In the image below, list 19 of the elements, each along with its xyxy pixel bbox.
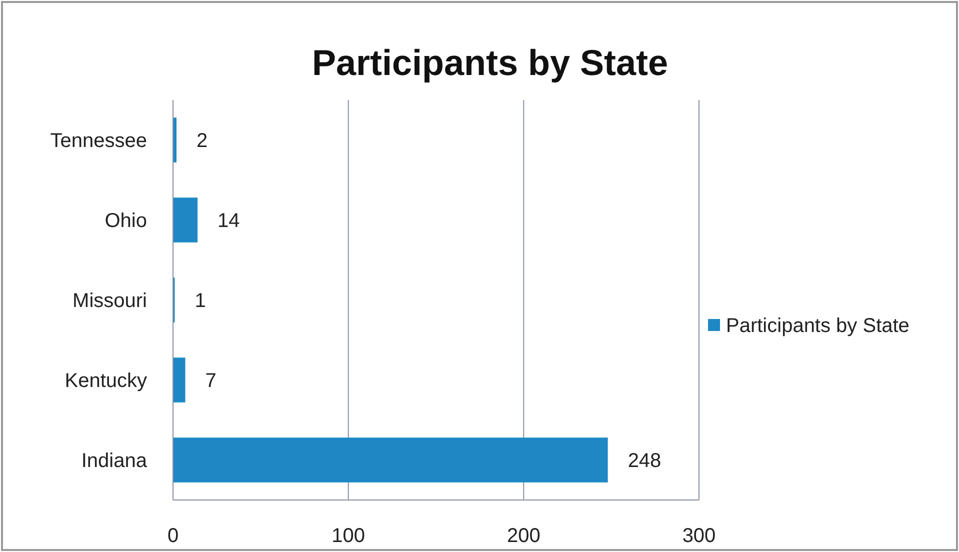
chart-title: Participants by State [312, 42, 668, 83]
x-tick-label: 300 [682, 525, 716, 547]
legend-label: Participants by State [726, 315, 910, 337]
y-tick-label: Tennessee [50, 130, 147, 152]
x-tick-label: 200 [506, 525, 540, 547]
y-tick-label: Indiana [81, 450, 148, 472]
data-label: 7 [205, 370, 216, 392]
data-label: 248 [628, 450, 662, 472]
data-label: 1 [194, 290, 206, 312]
bar [173, 438, 608, 482]
y-tick-label: Missouri [72, 290, 147, 312]
data-label: 14 [218, 210, 240, 232]
bar [173, 358, 186, 402]
x-tick-label: 100 [332, 525, 366, 547]
bar [173, 198, 198, 242]
data-label: 2 [196, 130, 208, 152]
y-tick-label: Ohio [104, 210, 147, 232]
y-tick-label: Kentucky [64, 370, 147, 392]
x-tick-label: 0 [167, 525, 179, 547]
